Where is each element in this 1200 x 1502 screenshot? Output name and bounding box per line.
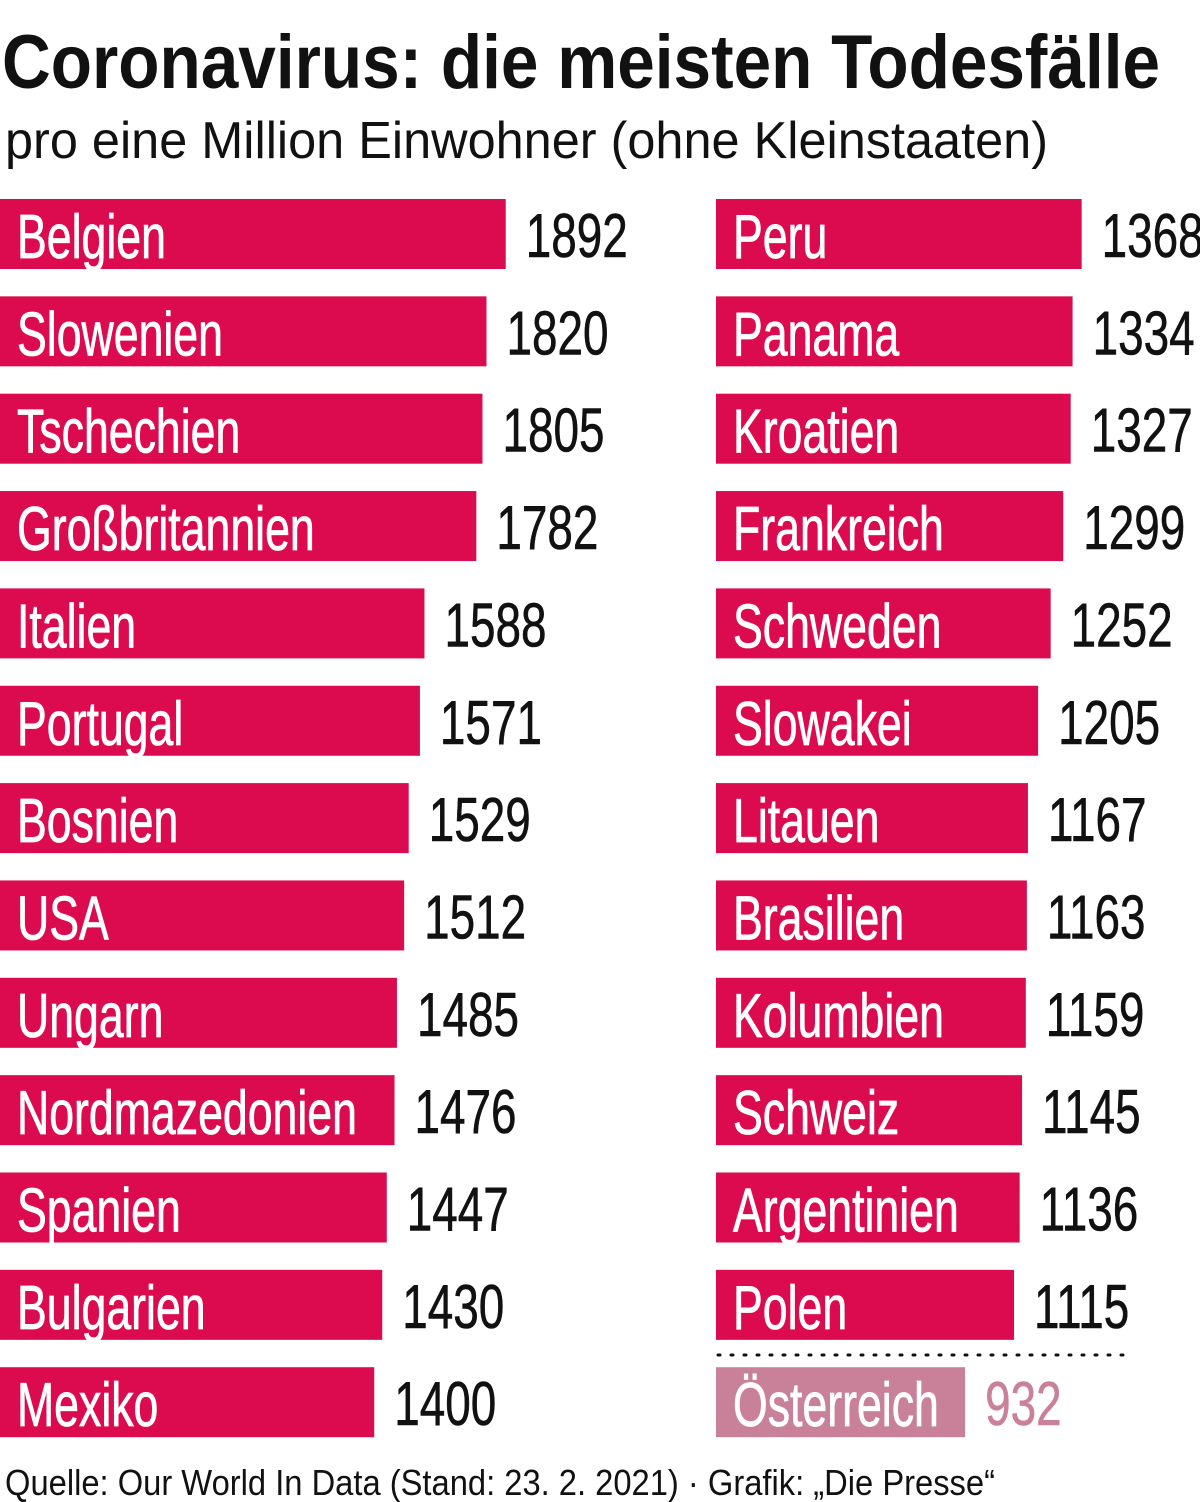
- bar-bulgarien: [0, 1269, 383, 1340]
- bar-label: Argentinien: [733, 1176, 959, 1245]
- bar-label: Kolumbien: [733, 982, 944, 1051]
- bar-ungarn: [0, 977, 397, 1048]
- value-label: 1782: [496, 493, 598, 562]
- bar-label: Großbritannien: [17, 495, 315, 564]
- bar-schweden: [716, 588, 1051, 659]
- value-label: 1299: [1083, 493, 1185, 562]
- bar-label: Schweiz: [733, 1079, 899, 1148]
- value-label: 1159: [1046, 980, 1145, 1049]
- value-label: 1136: [1040, 1175, 1139, 1244]
- bar-label: Italien: [17, 592, 136, 661]
- bar-argentinien: [716, 1172, 1020, 1243]
- bar-nordmazedonien: [0, 1075, 395, 1146]
- bar-label: Bosnien: [17, 787, 178, 856]
- bar-label: Slowenien: [17, 300, 223, 369]
- bar-slowenien: [0, 296, 487, 367]
- bar-slowakei: [716, 685, 1039, 756]
- bar-label: Österreich: [733, 1371, 939, 1440]
- bar-label: Tschechien: [17, 398, 240, 467]
- bar-label: Slowakei: [733, 690, 912, 759]
- value-label: 1252: [1071, 591, 1173, 660]
- value-label: 1512: [424, 883, 526, 952]
- bar-bosnien: [0, 783, 409, 854]
- bar-label: Kroatien: [733, 398, 899, 467]
- bar-spanien: [0, 1172, 387, 1243]
- value-label: 932: [985, 1369, 1062, 1438]
- value-label: 1400: [394, 1369, 496, 1438]
- bar-italien: [0, 588, 425, 659]
- bar-panama: [716, 296, 1073, 367]
- bar-label: Nordmazedonien: [17, 1079, 357, 1148]
- bar-label: Spanien: [17, 1176, 181, 1245]
- bar-label: Litauen: [733, 787, 879, 856]
- value-label: 1430: [402, 1272, 504, 1341]
- bar-label: Peru: [733, 203, 827, 272]
- chart-subtitle: pro eine Million Einwohner (ohne Kleinst…: [5, 112, 1048, 170]
- chart-footer: Quelle: Our World In Data (Stand: 23. 2.…: [5, 1462, 995, 1502]
- chart-title: Coronavirus: die meisten Todesfälle: [2, 20, 1160, 105]
- value-label: 1368: [1102, 201, 1200, 270]
- bar-portugal: [0, 685, 420, 756]
- bar-großbritannien: [0, 491, 477, 562]
- value-label: 1485: [417, 980, 519, 1049]
- bar-peru: [716, 199, 1082, 269]
- bar-label: Ungarn: [17, 982, 163, 1051]
- value-label: 1892: [526, 201, 628, 270]
- value-label: 1476: [415, 1077, 517, 1146]
- bar-kroatien: [716, 393, 1071, 464]
- bar-label: Belgien: [17, 203, 166, 272]
- value-label: 1145: [1042, 1077, 1141, 1146]
- value-label: 1334: [1093, 299, 1195, 368]
- bar-label: Brasilien: [733, 884, 904, 953]
- bar-label: USA: [17, 884, 109, 953]
- value-label: 1529: [429, 785, 531, 854]
- bar-belgien: [0, 199, 506, 269]
- value-label: 1820: [506, 299, 608, 368]
- bar-mexiko: [0, 1367, 375, 1438]
- value-label: 1571: [440, 688, 542, 757]
- bar-kolumbien: [716, 977, 1026, 1048]
- bar-label: Portugal: [17, 690, 183, 759]
- bar-polen: [716, 1269, 1015, 1340]
- bar-label: Bulgarien: [17, 1274, 206, 1343]
- bar-usa: [0, 880, 405, 951]
- value-label: 1163: [1047, 883, 1146, 952]
- bar-österreich: [716, 1367, 966, 1438]
- value-label: 1327: [1091, 396, 1193, 465]
- bar-schweiz: [716, 1075, 1023, 1146]
- bar-label: Schweden: [733, 592, 941, 661]
- bar-label: Polen: [733, 1274, 847, 1343]
- bar-tschechien: [0, 393, 483, 464]
- value-label: 1205: [1058, 688, 1160, 757]
- value-label: 1447: [407, 1175, 509, 1244]
- bar-label: Frankreich: [733, 495, 944, 564]
- bar-label: Panama: [733, 300, 900, 369]
- bar-brasilien: [716, 880, 1027, 951]
- value-label: 1805: [502, 396, 604, 465]
- bar-label: Mexiko: [17, 1371, 158, 1440]
- value-label: 1588: [444, 591, 546, 660]
- value-label: 1115: [1034, 1272, 1129, 1341]
- bar-litauen: [716, 783, 1028, 854]
- bar-frankreich: [716, 491, 1064, 562]
- value-label: 1167: [1048, 785, 1147, 854]
